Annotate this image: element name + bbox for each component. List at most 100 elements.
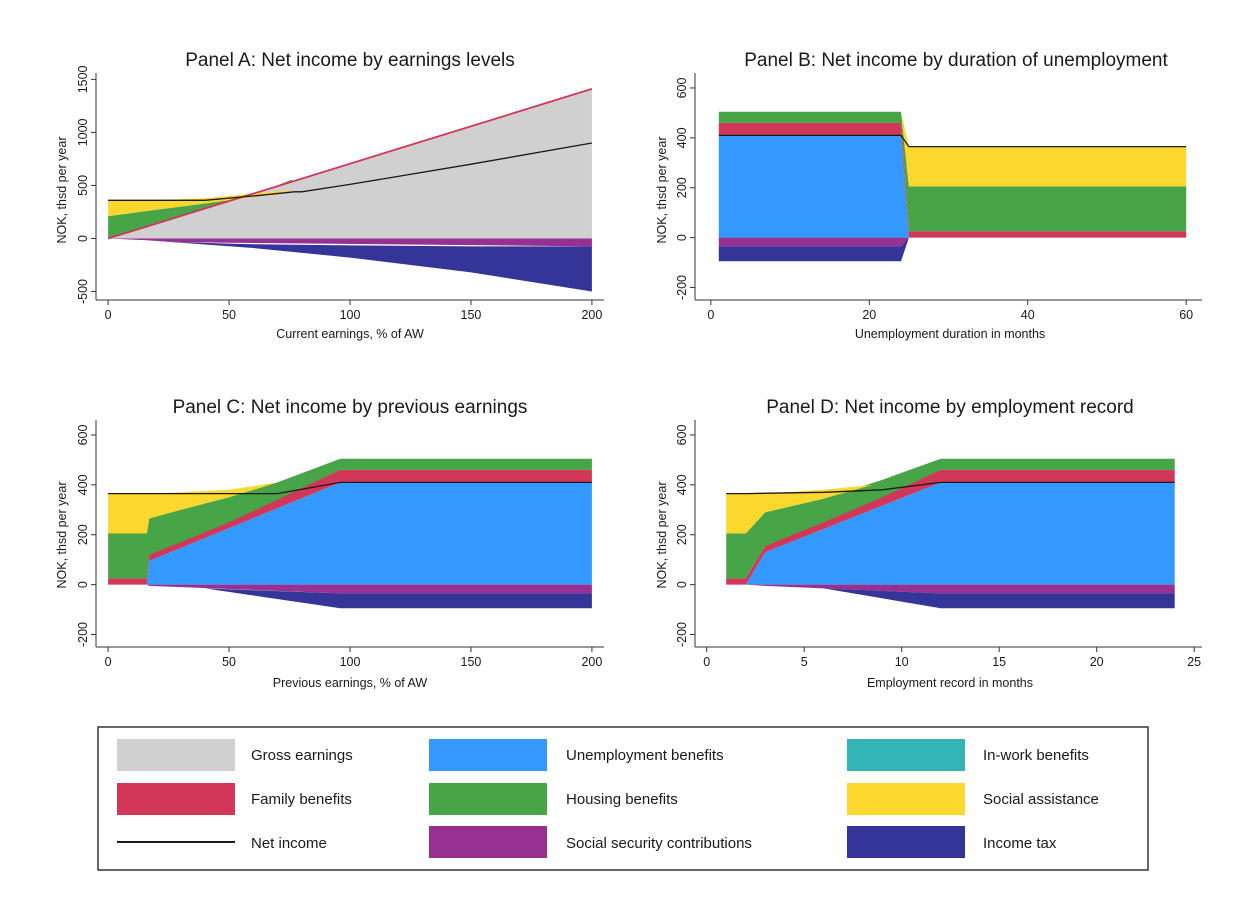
panel-b-x-tick-label: 60 (1179, 308, 1193, 322)
panel-c-area-income-tax (108, 584, 592, 609)
legend: Gross earnings Unemployment benefits In-… (97, 726, 1149, 871)
legend-item-gross-earnings: Gross earnings (117, 739, 353, 771)
legend-swatch-gross-earnings (117, 739, 235, 771)
panel-a-x-tick-label: 200 (581, 308, 602, 322)
legend-swatch-in-work-benefits (847, 739, 965, 771)
panel-c-plot: 0 50 100 150 200 -200 0 200 400 600 (76, 420, 604, 669)
legend-label-social-security-contributions: Social security contributions (566, 835, 752, 852)
panel-a-y-tick-label: 1000 (76, 118, 90, 146)
panel-a-y-axis-label: NOK, thsd per year (55, 137, 69, 244)
legend-item-income-tax: Income tax (847, 826, 1057, 858)
panel-c-x-tick-label: 200 (581, 655, 602, 669)
legend-item-family-benefits: Family benefits (117, 783, 352, 815)
panel-d-area-social-assistance (726, 484, 873, 534)
panel-a-plot: 0 50 100 150 200 -500 0 500 1000 1500 (76, 65, 604, 322)
legend-label-housing-benefits: Housing benefits (566, 791, 678, 808)
panel-a-area-income-tax (108, 238, 592, 292)
panel-b-x-tick-label: 40 (1021, 308, 1035, 322)
panel-c-x-tick-label: 0 (105, 655, 112, 669)
panel-b-title: Panel B: Net income by duration of unemp… (744, 50, 1168, 71)
panel-c-area-unemployment-benefits (108, 482, 592, 585)
panel-b-x-axis-label: Unemployment duration in months (855, 327, 1045, 341)
panel-b-line-net-income (718, 134, 1187, 148)
panel-a-x-tick-label: 150 (461, 308, 482, 322)
panel-c-x-axis-label: Previous earnings, % of AW (273, 676, 428, 690)
legend-label-net-income: Net income (251, 835, 327, 852)
panel-b-area-income-tax (718, 237, 909, 262)
panel-c-y-axis-label: NOK, thsd per year (55, 482, 69, 589)
legend-item-net-income: Net income (117, 835, 327, 852)
panel-a-y-tick-label: -500 (76, 279, 90, 304)
panel-c-area-family-benefits (108, 469, 592, 585)
panel-a-x-tick-label: 0 (105, 308, 112, 322)
panel-c-y-tick-label: 600 (76, 425, 90, 446)
panel-d-x-axis-label: Employment record in months (867, 676, 1033, 690)
panel-d-area-family-benefits (726, 469, 1175, 585)
panel-d: Panel D: Net income by employment record… (655, 397, 1202, 690)
panel-d-x-tick-label: 5 (801, 655, 808, 669)
panel-d-area-income-tax (726, 584, 1175, 609)
panel-b-x-tick-label: 0 (707, 308, 714, 322)
legend-item-in-work-benefits: In-work benefits (847, 739, 1089, 771)
panel-d-y-tick-label: 400 (675, 474, 689, 495)
legend-label-in-work-benefits: In-work benefits (983, 747, 1089, 764)
panel-d-x-tick-label: 0 (703, 655, 710, 669)
panel-b-x-tick-label: 20 (862, 308, 876, 322)
panel-d-plot: 0 5 10 15 20 25 -200 0 200 400 600 (675, 420, 1202, 669)
legend-swatch-family-benefits (117, 783, 235, 815)
panel-d-y-tick-label: 0 (675, 581, 689, 588)
panel-b-area-unemployment-benefits (718, 135, 909, 238)
panel-b-area-social-assistance (901, 111, 1187, 187)
panel-a-area-social-security-contributions (108, 238, 592, 247)
panel-a-x-tick-label: 50 (222, 308, 236, 322)
panel-b-y-axis-label: NOK, thsd per year (655, 137, 669, 244)
legend-swatch-social-security-contributions (429, 826, 547, 858)
panel-b: Panel B: Net income by duration of unemp… (655, 50, 1202, 341)
legend-swatch-unemployment-benefits (429, 739, 547, 771)
panel-d-x-tick-label: 25 (1187, 655, 1201, 669)
legend-label-income-tax: Income tax (983, 835, 1057, 852)
legend-label-family-benefits: Family benefits (251, 791, 352, 808)
legend-swatch-social-assistance (847, 783, 965, 815)
panel-b-area-social-security-contributions (718, 237, 909, 247)
panel-d-x-tick-label: 15 (992, 655, 1006, 669)
panel-a: Panel A: Net income by earnings levels 0… (55, 50, 604, 341)
legend-item-housing-benefits: Housing benefits (429, 783, 678, 815)
legend-item-social-assistance: Social assistance (847, 783, 1099, 815)
panel-c-title: Panel C: Net income by previous earnings (173, 397, 528, 418)
legend-frame (97, 726, 1149, 871)
panel-a-line-gross-earnings-edge (107, 88, 593, 240)
panel-d-y-tick-label: 200 (675, 524, 689, 545)
panel-c-area-social-assistance (108, 482, 278, 534)
panel-d-x-tick-label: 20 (1090, 655, 1104, 669)
panel-c-y-tick-label: 400 (76, 474, 90, 495)
panel-d-x-tick-label: 10 (895, 655, 909, 669)
panel-b-plot: 0 20 40 60 -200 0 200 400 600 (675, 73, 1202, 322)
legend-item-unemployment-benefits: Unemployment benefits (429, 739, 724, 771)
panel-a-x-tick-label: 100 (340, 308, 361, 322)
panel-c: Panel C: Net income by previous earnings… (55, 397, 604, 690)
panel-d-area-unemployment-benefits (726, 482, 1175, 585)
panel-c-area-housing-benefits (108, 458, 592, 579)
panel-d-y-axis-label: NOK, thsd per year (655, 482, 669, 589)
panel-c-x-tick-label: 100 (340, 655, 361, 669)
legend-label-social-assistance: Social assistance (983, 791, 1099, 808)
panel-c-x-tick-label: 150 (461, 655, 482, 669)
legend-item-social-security-contributions: Social security contributions (429, 826, 752, 858)
panel-d-line-net-income (726, 481, 1175, 495)
panel-d-y-tick-label: 600 (675, 425, 689, 446)
panel-a-x-axis-label: Current earnings, % of AW (276, 327, 424, 341)
panel-b-y-tick-label: -200 (675, 275, 689, 300)
panel-c-x-tick-label: 50 (222, 655, 236, 669)
panel-c-y-tick-label: 0 (76, 581, 90, 588)
panel-b-area-family-benefits (718, 122, 1187, 238)
panel-c-area-social-security-contributions (108, 584, 592, 594)
legend-label-gross-earnings: Gross earnings (251, 747, 353, 764)
legend-label-unemployment-benefits: Unemployment benefits (566, 747, 724, 764)
panel-a-y-tick-label: 1500 (76, 65, 90, 93)
panel-d-area-social-security-contributions (726, 584, 1175, 594)
panel-d-area-housing-benefits (726, 458, 1175, 579)
panel-b-area-housing-benefits (718, 111, 1187, 232)
panel-b-y-tick-label: 200 (675, 177, 689, 198)
